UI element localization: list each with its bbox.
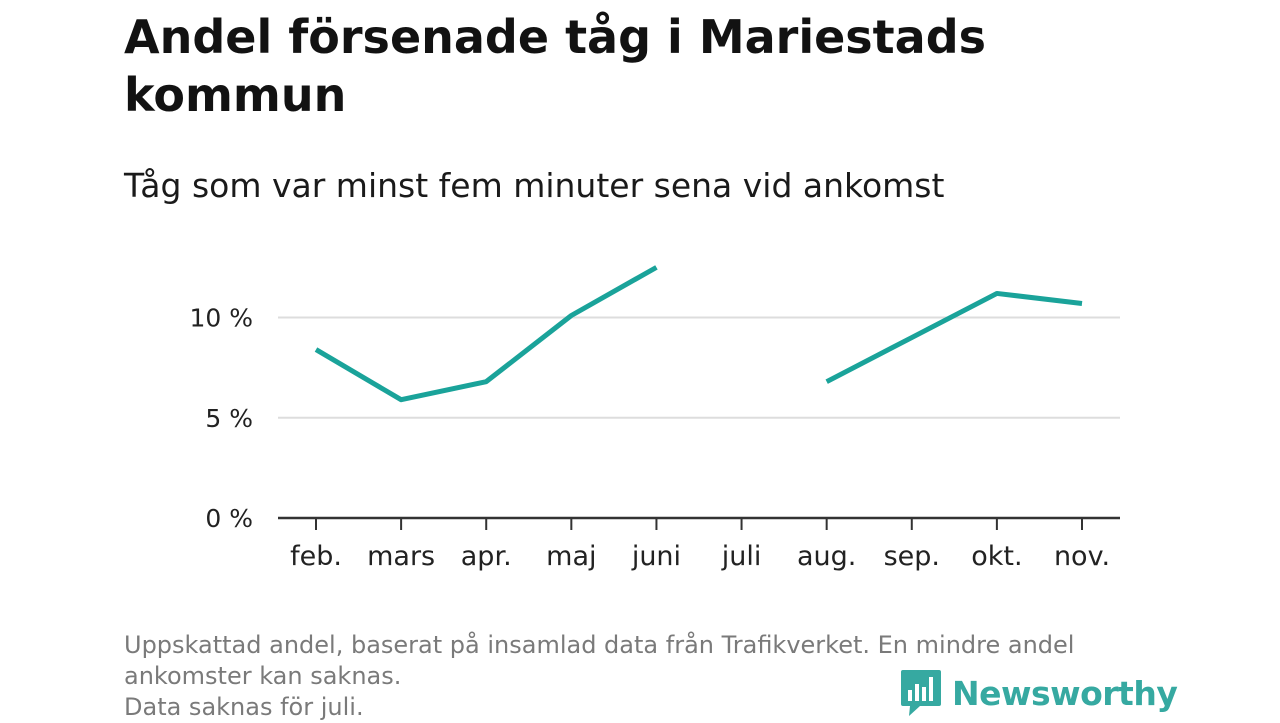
- x-tick-label: okt.: [971, 541, 1022, 572]
- y-tick-label: 5 %: [205, 404, 253, 433]
- series-line-segment: [825, 290, 1083, 384]
- x-tick-label: juni: [631, 541, 681, 572]
- footnote-line: Data saknas för juli.: [124, 693, 364, 721]
- gridlines: [278, 316, 1120, 419]
- y-tick-label: 10 %: [189, 304, 253, 333]
- y-tick-label: 0 %: [205, 504, 253, 533]
- bar-chart-bubble-icon: [901, 670, 941, 716]
- x-tick-label: juli: [721, 541, 762, 572]
- footnote: Uppskattad andel, baserat på insamlad da…: [124, 630, 1164, 723]
- x-tick-label: maj: [546, 541, 596, 572]
- chart-subtitle: Tåg som var minst fem minuter sena vid a…: [124, 166, 945, 205]
- x-axis-ticks: feb. mars apr. maj juni juli aug. sep. okt. nov.: [290, 518, 1110, 572]
- footnote-line: ankomster kan saknas.: [124, 662, 402, 690]
- chart-title: Andel försenade tåg i Mariestads kommun: [124, 10, 987, 122]
- newsworthy-brand: Newsworthy: [900, 668, 1178, 718]
- x-tick-label: mars: [367, 541, 435, 572]
- x-tick-label: nov.: [1054, 541, 1110, 572]
- footnote-line: Uppskattad andel, baserat på insamlad da…: [124, 631, 1075, 659]
- brand-name: Newsworthy: [952, 673, 1178, 713]
- x-tick-label: apr.: [461, 541, 512, 572]
- x-tick-label: aug.: [797, 541, 856, 572]
- x-tick-label: sep.: [884, 541, 940, 572]
- x-tick-label: feb.: [290, 541, 342, 572]
- series-lines: [314, 265, 1083, 403]
- series-line-segment: [314, 265, 658, 403]
- line-chart: 0 % 5 % 10 % feb. mars apr. maj juni juli aug. se…: [189, 265, 1120, 572]
- y-axis-ticks: 0 % 5 % 10 %: [189, 304, 253, 534]
